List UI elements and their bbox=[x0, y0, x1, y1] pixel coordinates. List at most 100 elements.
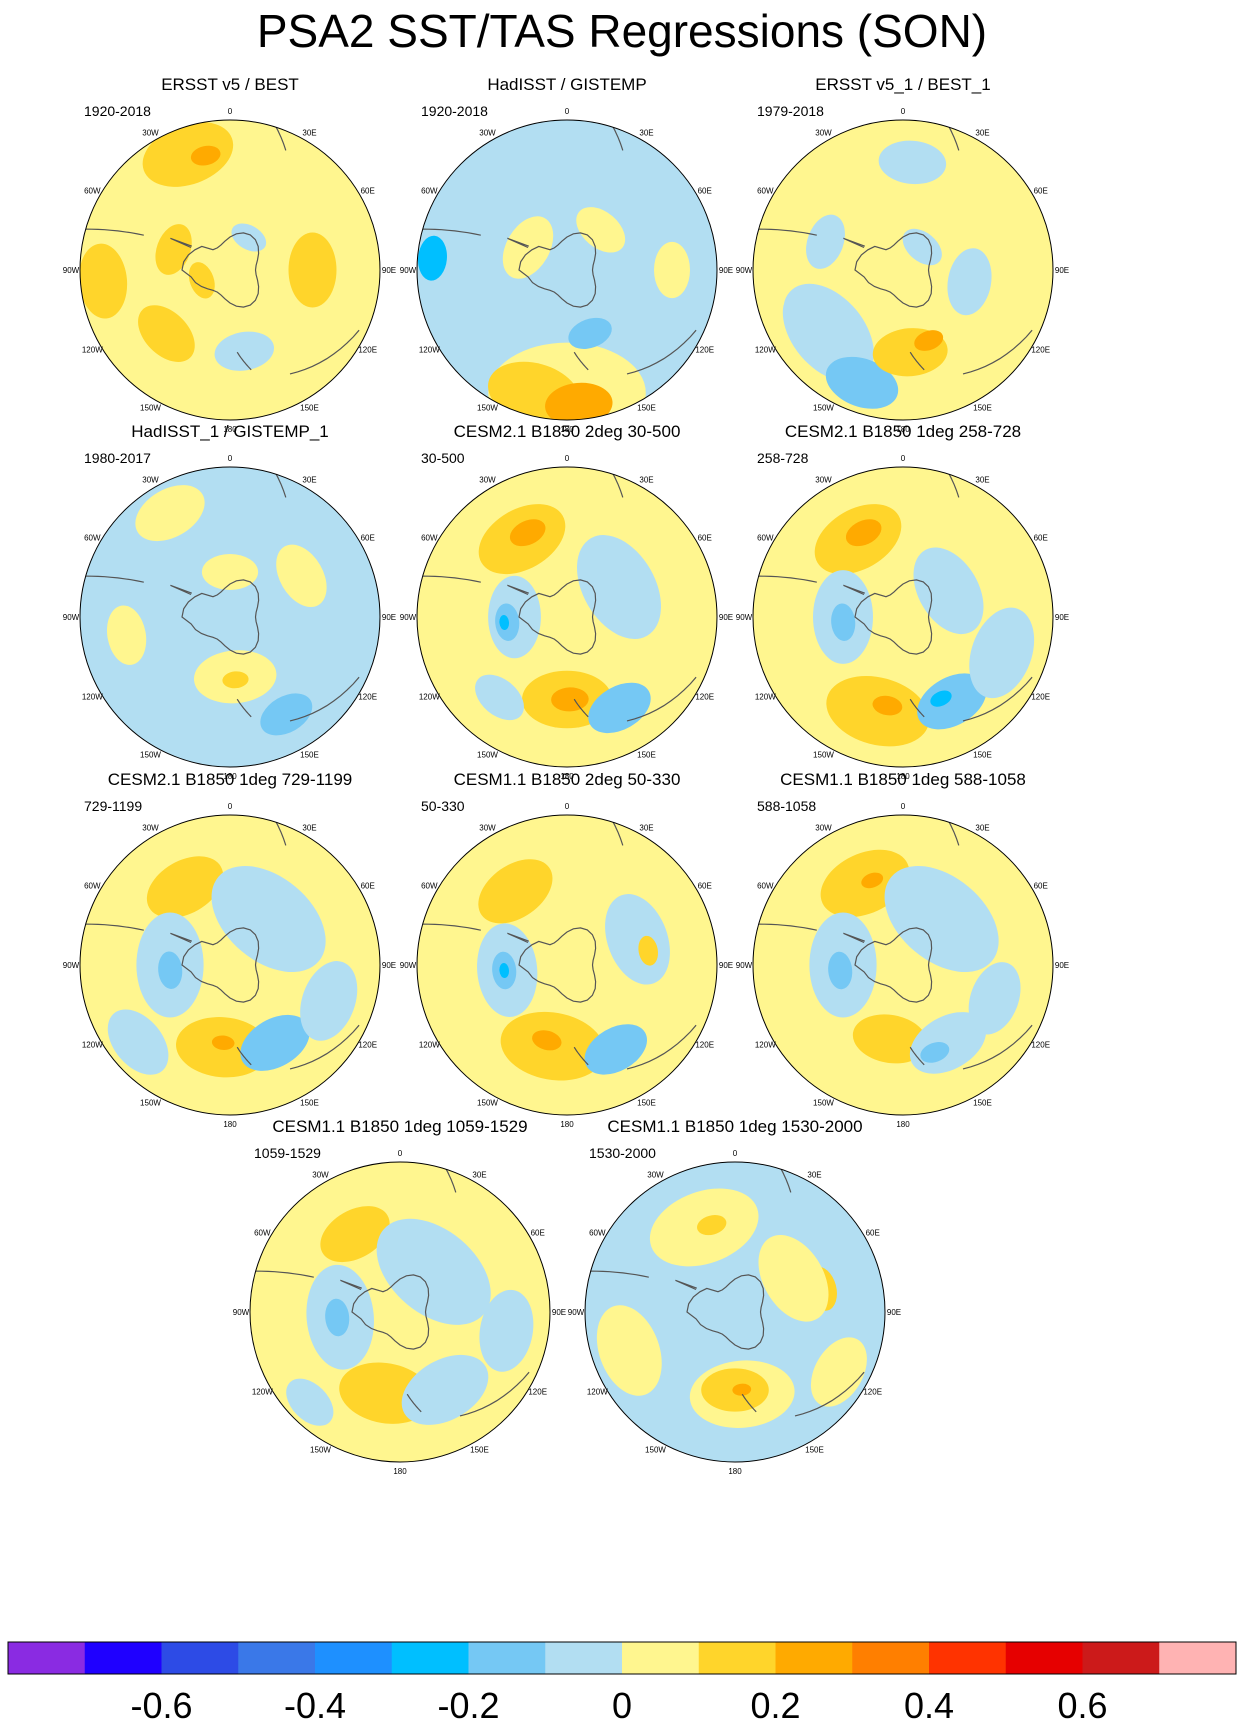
longitude-label: 60W bbox=[84, 534, 101, 543]
colorbar-swatch bbox=[238, 1642, 316, 1674]
longitude-label: 60W bbox=[757, 187, 774, 196]
coastline-south-america bbox=[250, 1270, 314, 1278]
colorbar-tick-label: -0.2 bbox=[437, 1685, 499, 1726]
anomaly-region bbox=[568, 317, 612, 349]
anomaly-region bbox=[320, 1206, 390, 1263]
longitude-label: 0 bbox=[733, 1149, 738, 1158]
colorbar-swatch bbox=[1082, 1642, 1160, 1674]
longitude-label: 90E bbox=[1055, 613, 1069, 622]
anomaly-region bbox=[861, 872, 884, 889]
longitude-label: 120W bbox=[755, 346, 776, 355]
anomaly-region bbox=[158, 951, 183, 989]
longitude-label: 150W bbox=[645, 1446, 666, 1455]
coastline-australia bbox=[459, 1371, 530, 1417]
map-boundary bbox=[752, 466, 1054, 768]
anomaly-region bbox=[872, 695, 903, 716]
longitude-label: 120W bbox=[755, 1041, 776, 1050]
panel-title: ERSST v5 / BEST bbox=[161, 75, 299, 94]
anomaly-region bbox=[106, 605, 147, 665]
anomaly-region bbox=[845, 519, 882, 547]
anomaly-region bbox=[222, 671, 249, 689]
longitude-label: 150W bbox=[310, 1446, 331, 1455]
anomaly-region bbox=[696, 1215, 727, 1236]
panel-period: 1920-2018 bbox=[421, 103, 488, 119]
coastline-new-zealand bbox=[573, 1046, 589, 1066]
anomaly-region bbox=[135, 485, 205, 542]
longitude-label: 30W bbox=[142, 128, 159, 137]
panel-period: 1979-2018 bbox=[757, 103, 824, 119]
longitude-label: 30W bbox=[142, 475, 159, 484]
longitude-label: 150E bbox=[300, 1099, 319, 1108]
anomaly-region bbox=[828, 951, 853, 990]
longitude-label: 150W bbox=[477, 1099, 498, 1108]
coastline-antarctica bbox=[507, 579, 597, 655]
anomaly-region bbox=[758, 1235, 829, 1322]
colorbar-swatch bbox=[84, 1642, 162, 1674]
longitude-label: 150W bbox=[140, 1099, 161, 1108]
longitude-label: 0 bbox=[901, 802, 906, 811]
longitude-label: 30E bbox=[975, 823, 989, 832]
coastline-antarctica bbox=[843, 579, 933, 655]
anomaly-region bbox=[376, 1218, 491, 1325]
longitude-label: 30W bbox=[479, 823, 496, 832]
coastline-new-zealand bbox=[573, 351, 589, 371]
coastline-new-zealand bbox=[909, 351, 925, 371]
anomaly-region bbox=[551, 687, 589, 712]
longitude-label: 60W bbox=[84, 187, 101, 196]
coastline-south-america bbox=[80, 575, 144, 583]
coastline-antarctica bbox=[170, 579, 260, 655]
longitude-label: 90E bbox=[887, 1308, 901, 1317]
longitude-label: 30E bbox=[302, 823, 316, 832]
coastline-australia bbox=[289, 1024, 360, 1070]
anomaly-region bbox=[902, 228, 942, 266]
longitude-label: 120E bbox=[358, 1041, 377, 1050]
panel-title: CESM1.1 B1850 1deg 1530-2000 bbox=[607, 1117, 862, 1136]
anomaly-region bbox=[211, 865, 326, 973]
colorbar-swatch bbox=[468, 1642, 546, 1674]
longitude-label: 150E bbox=[973, 404, 992, 413]
coastline-south-america bbox=[585, 1270, 649, 1278]
longitude-label: 90E bbox=[382, 613, 396, 622]
longitude-label: 30W bbox=[815, 128, 832, 137]
panel-period: 258-728 bbox=[757, 450, 809, 466]
longitude-label: 120W bbox=[419, 346, 440, 355]
coastline-antarctica bbox=[340, 1274, 430, 1350]
map-boundary bbox=[79, 814, 381, 1116]
longitude-label: 90E bbox=[552, 1308, 566, 1317]
colorbar-tick-label: 0.4 bbox=[904, 1685, 954, 1726]
anomaly-region bbox=[478, 859, 553, 924]
coastline-antarctica bbox=[843, 927, 933, 1003]
panel-period: 729-1199 bbox=[84, 798, 142, 814]
longitude-label: 30E bbox=[975, 475, 989, 484]
coastline-south-america bbox=[753, 575, 817, 583]
longitude-label: 90E bbox=[382, 961, 396, 970]
longitude-label: 60E bbox=[1034, 187, 1048, 196]
longitude-label: 0 bbox=[398, 1149, 403, 1158]
longitude-label: 30E bbox=[639, 475, 653, 484]
map-boundary bbox=[752, 119, 1054, 421]
panel-period: 1920-2018 bbox=[84, 103, 151, 119]
map-boundary bbox=[416, 119, 718, 421]
map-boundary bbox=[416, 814, 718, 1116]
longitude-label: 180 bbox=[560, 1120, 574, 1129]
panel-period: 1059-1529 bbox=[254, 1145, 321, 1161]
coastline-australia bbox=[962, 329, 1033, 375]
longitude-label: 30E bbox=[639, 823, 653, 832]
longitude-label: 180 bbox=[223, 772, 237, 781]
panel-period: 30-500 bbox=[421, 450, 465, 466]
map-boundary bbox=[416, 466, 718, 768]
coastline-australia bbox=[289, 676, 360, 722]
figure-title: PSA2 SST/TAS Regressions (SON) bbox=[256, 5, 988, 57]
map-panel: 0 30E 60E 90E 120E 150E 180 150W 120W 90W 60W 30W CE… bbox=[233, 1117, 566, 1476]
anomaly-region bbox=[947, 248, 992, 316]
longitude-label: 30W bbox=[815, 823, 832, 832]
longitude-label: 60W bbox=[589, 1229, 606, 1238]
anomaly-region bbox=[260, 693, 313, 736]
map-panel: 0 30E 60E 90E 120E 150E 180 150W 120W 90W 60W 30W Ha… bbox=[400, 75, 733, 434]
longitude-label: 180 bbox=[560, 425, 574, 434]
longitude-label: 90W bbox=[233, 1308, 250, 1317]
map-boundary bbox=[752, 814, 1054, 1116]
map-boundary bbox=[249, 1161, 551, 1463]
colorbar-swatch bbox=[622, 1642, 700, 1674]
longitude-label: 60W bbox=[84, 882, 101, 891]
